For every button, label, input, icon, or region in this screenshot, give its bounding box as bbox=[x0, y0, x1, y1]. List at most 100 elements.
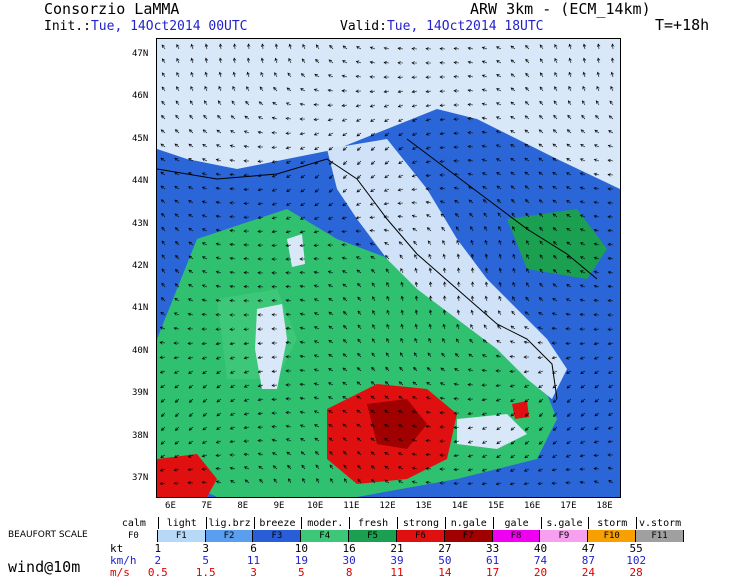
wind-arrow bbox=[271, 383, 278, 388]
wind-arrow bbox=[453, 117, 460, 121]
wind-arrow bbox=[356, 451, 362, 456]
wind-arrow bbox=[259, 86, 264, 92]
wind-arrow bbox=[498, 267, 503, 274]
wind-arrow bbox=[216, 370, 222, 374]
wind-arrow bbox=[439, 89, 446, 93]
wind-arrow bbox=[552, 171, 558, 176]
wind-arrow bbox=[243, 452, 250, 457]
wind-arrow bbox=[246, 86, 250, 92]
wind-arrow bbox=[299, 410, 306, 414]
wind-arrow bbox=[301, 58, 306, 64]
wind-arrow bbox=[160, 185, 166, 190]
wind-arrow bbox=[174, 143, 180, 148]
wind-arrow bbox=[216, 426, 222, 430]
wind-arrow bbox=[190, 43, 194, 50]
wind-arrow bbox=[271, 438, 278, 442]
wind-arrow bbox=[442, 253, 446, 260]
wind-arrow bbox=[215, 172, 222, 177]
wind-arrow bbox=[370, 395, 376, 400]
wind-arrow bbox=[370, 423, 376, 428]
wind-arrow bbox=[400, 309, 404, 316]
wind-arrow bbox=[342, 353, 348, 358]
wind-arrow bbox=[243, 285, 250, 289]
wind-arrow bbox=[257, 285, 264, 289]
wind-arrow bbox=[442, 323, 446, 330]
wind-arrow bbox=[593, 200, 600, 205]
wind-arrow bbox=[272, 452, 278, 456]
wind-arrow bbox=[243, 439, 250, 443]
wind-arrow bbox=[328, 437, 334, 442]
wind-arrow bbox=[512, 296, 516, 302]
wind-arrow bbox=[425, 47, 432, 51]
wind-arrow bbox=[313, 230, 320, 234]
wind-arrow bbox=[566, 398, 572, 403]
wind-arrow bbox=[552, 143, 558, 148]
wind-arrow bbox=[328, 132, 334, 136]
wind-arrow bbox=[523, 468, 530, 472]
lat-label: 44N bbox=[132, 176, 149, 187]
wind-arrow bbox=[327, 103, 334, 107]
threshold-value: 0.5 bbox=[147, 566, 168, 579]
wind-arrow bbox=[551, 468, 558, 472]
wind-arrow bbox=[467, 186, 474, 190]
wind-arrow bbox=[188, 158, 194, 162]
wind-arrow bbox=[313, 326, 320, 330]
wind-arrow bbox=[271, 188, 278, 192]
wind-arrow bbox=[525, 226, 530, 232]
wind-arrow bbox=[243, 398, 250, 402]
wind-arrow bbox=[384, 174, 390, 179]
sardinia-area bbox=[255, 304, 287, 389]
wind-arrow bbox=[201, 356, 208, 360]
wind-arrow bbox=[218, 57, 223, 64]
wind-arrow bbox=[453, 103, 460, 107]
wind-arrow bbox=[568, 57, 572, 64]
wind-arrow bbox=[300, 188, 306, 193]
wind-arrow bbox=[175, 100, 180, 106]
lon-label: 17E bbox=[560, 501, 577, 511]
threshold-value: 33 bbox=[486, 542, 500, 555]
wind-arrow bbox=[453, 439, 460, 444]
wind-arrow bbox=[341, 229, 348, 234]
wind-arrow bbox=[257, 130, 264, 135]
wind-arrow bbox=[580, 370, 586, 374]
wind-arrow bbox=[565, 467, 572, 472]
wind-arrow bbox=[608, 412, 614, 416]
wind-arrow bbox=[257, 202, 264, 206]
wind-arrow bbox=[232, 85, 236, 92]
wind-arrow bbox=[566, 200, 572, 204]
wind-arrow bbox=[509, 354, 516, 359]
wind-arrow bbox=[497, 324, 502, 330]
wind-arrow bbox=[288, 478, 292, 484]
wind-arrow bbox=[188, 384, 194, 389]
lat-label: 38N bbox=[132, 430, 149, 441]
wind-arrow bbox=[370, 174, 376, 179]
wind-arrow bbox=[299, 354, 306, 359]
wind-arrow bbox=[495, 102, 502, 106]
wind-arrow bbox=[204, 71, 208, 78]
wind-arrow bbox=[398, 480, 404, 484]
wind-arrow bbox=[509, 384, 516, 388]
wind-arrow bbox=[174, 227, 180, 232]
wind-arrow bbox=[370, 118, 376, 122]
wind-arrow bbox=[579, 172, 586, 176]
wind-arrow bbox=[428, 323, 432, 330]
wind-arrow bbox=[272, 465, 278, 470]
wind-arrow bbox=[551, 312, 558, 316]
wind-arrow bbox=[243, 271, 250, 275]
wind-arrow bbox=[356, 395, 362, 400]
wind-arrow bbox=[397, 104, 404, 108]
wind-arrow bbox=[201, 467, 208, 471]
wind-arrow bbox=[495, 144, 502, 148]
wind-arrow bbox=[553, 412, 558, 417]
wind-arrow bbox=[285, 369, 292, 373]
wind-arrow bbox=[285, 355, 292, 359]
wind-arrow bbox=[216, 129, 222, 134]
wind-arrow bbox=[342, 297, 348, 302]
wind-arrow bbox=[257, 341, 264, 345]
wind-arrow bbox=[229, 215, 236, 219]
wind-arrow bbox=[383, 75, 390, 79]
wind-arrow bbox=[579, 186, 586, 190]
wind-arrow bbox=[285, 271, 292, 275]
wind-arrow bbox=[246, 57, 251, 64]
strong-wind-area-ionian bbox=[512, 401, 529, 419]
